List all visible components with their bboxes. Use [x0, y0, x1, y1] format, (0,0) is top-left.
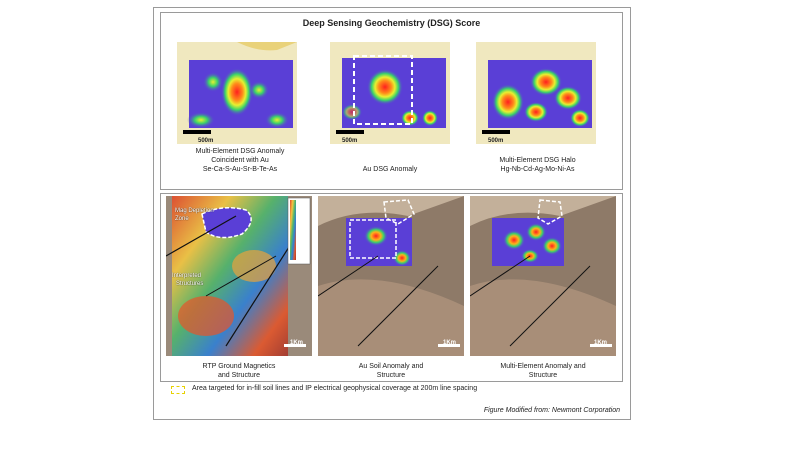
- caption-rtp-magnetics: RTP Ground Magnetics and Structure: [202, 363, 276, 379]
- annotation-structures: Structures: [176, 281, 204, 287]
- rtp-magnetics-map: [166, 196, 312, 356]
- legend-text: Area targeted for in-fill soil lines and…: [192, 385, 478, 392]
- scale-label: 1Km: [290, 340, 304, 346]
- caption-multi-element-dsg: Multi-Element DSG Anomaly Coincident wit…: [195, 148, 285, 173]
- caption-multi-element-structure: Multi-Element Anomaly and Structure: [500, 363, 586, 379]
- caption-dsg-halo: Multi-Element DSG Halo Hg-Nb-Cd-Ag-Mo-Ni…: [499, 157, 576, 173]
- annotation-zone: Zone: [175, 216, 189, 222]
- au-soil-map: [318, 196, 464, 356]
- caption-au-dsg: Au DSG Anomaly: [362, 166, 418, 173]
- multi-element-map: [470, 196, 616, 356]
- annotation-interpreted: Interpreted: [172, 273, 202, 279]
- figure-title: Deep Sensing Geochemistry (DSG) Score: [302, 18, 481, 28]
- scale-label: 1Km: [594, 340, 608, 346]
- dsg-section: [160, 12, 623, 190]
- dsg-map-halo: [476, 42, 596, 144]
- scale-label: 500m: [342, 138, 358, 144]
- dsg-map-multi-element: [177, 42, 297, 144]
- structure-section: [160, 193, 623, 382]
- annotation-mag-depletion: Mag Depletion: [175, 208, 214, 214]
- figure-credit: Figure Modified from: Newmont Corporatio…: [483, 407, 620, 414]
- dsg-map-au: [330, 42, 450, 144]
- scale-label: 1Km: [443, 340, 457, 346]
- scale-label: 500m: [488, 138, 504, 144]
- legend-dashed-box: [171, 386, 185, 394]
- caption-au-soil: Au Soil Anomaly and Structure: [358, 363, 424, 379]
- scale-label: 500m: [198, 138, 214, 144]
